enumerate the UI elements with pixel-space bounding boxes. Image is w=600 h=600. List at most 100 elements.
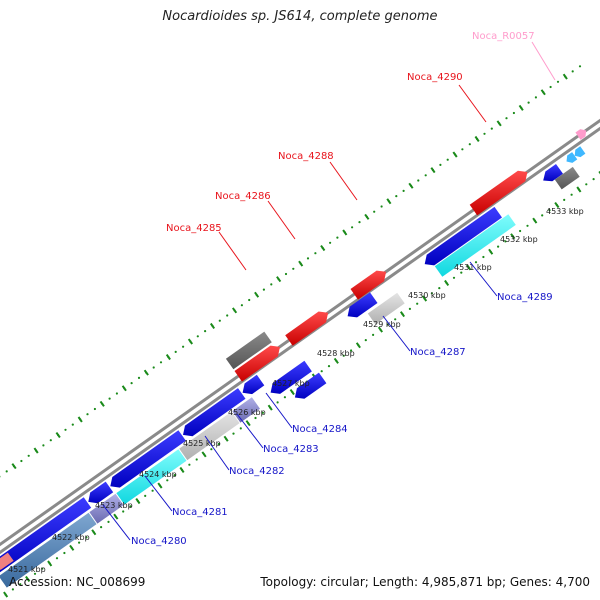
tick-label: 4526 kbp (228, 408, 266, 417)
leader-noca-4285 (218, 231, 247, 271)
gene-box[interactable] (116, 449, 187, 505)
gene-label-noca-4287[interactable]: Noca_4287 (410, 347, 466, 358)
ruler-tick (562, 73, 568, 80)
ruler-dot (217, 442, 220, 446)
ruler-dot (283, 396, 286, 399)
ruler-dot (276, 401, 279, 404)
tick-label: 4524 kbp (139, 470, 177, 479)
ruler-tick (223, 435, 229, 442)
gene-label-noca-4284[interactable]: Noca_4284 (292, 424, 348, 435)
ruler-tick (342, 229, 348, 236)
gene-box[interactable] (0, 552, 14, 570)
ruler-dot (284, 272, 288, 276)
tick-label: 4523 kbp (95, 501, 133, 510)
gene-arrow-reverse[interactable] (183, 388, 246, 437)
gene-box[interactable] (225, 331, 272, 370)
gene-arrow-reverse[interactable] (424, 206, 502, 266)
ruler-dot (78, 541, 81, 544)
ruler-dot (468, 143, 471, 146)
ruler-dot (402, 189, 405, 192)
ruler-dot (342, 354, 345, 357)
gene-arrow-reverse[interactable] (543, 164, 563, 182)
gene-label-noca-4288[interactable]: Noca_4288 (278, 151, 334, 162)
gene-label-noca-4283[interactable]: Noca_4283 (263, 444, 319, 455)
ruler-tick (99, 400, 105, 407)
tick-label: 4533 kbp (546, 207, 584, 216)
ruler-tick (55, 432, 61, 439)
ruler-tick (25, 575, 31, 582)
gene-label-noca-4289[interactable]: Noca_4289 (497, 292, 553, 303)
ruler-dot (108, 397, 111, 400)
ruler-dot (482, 255, 485, 259)
gene-arrow-reverse[interactable] (242, 374, 265, 395)
ruler-tick (201, 451, 207, 458)
gene-arrow-reverse[interactable] (294, 372, 327, 399)
ruler-dot (372, 333, 375, 336)
ruler-dot (100, 526, 103, 529)
ruler-dot (350, 349, 353, 352)
ruler-dot (505, 117, 508, 120)
ruler-dot (570, 193, 573, 196)
ruler-dot (20, 459, 23, 463)
leader-noca-r0057 (531, 41, 556, 81)
ruler-dot (446, 158, 449, 161)
ruler-tick (364, 213, 370, 220)
leader-noca-4287 (382, 315, 411, 352)
gene-label-noca-4281[interactable]: Noca_4281 (172, 507, 228, 518)
ruler-tick (289, 389, 295, 396)
rna-arrow[interactable] (574, 146, 586, 158)
gene-label-noca-4290[interactable]: Noca_4290 (407, 72, 463, 83)
ruler-dot (182, 345, 185, 348)
tick-label: 4527 kbp (272, 379, 310, 388)
gene-arrow-forward[interactable] (469, 170, 528, 216)
gene-label-noca-4280[interactable]: Noca_4280 (131, 536, 187, 547)
ruler-tick (488, 248, 494, 255)
gene-box[interactable] (367, 292, 405, 325)
ruler-tick (179, 466, 185, 473)
ruler-dot (270, 283, 273, 286)
ruler-tick (408, 182, 414, 189)
ruler-tick (267, 404, 273, 411)
gene-arrow-reverse[interactable] (270, 360, 312, 394)
ruler-tick (399, 311, 406, 318)
ruler-dot (483, 132, 486, 135)
ruler-dot (226, 314, 229, 317)
gene-arrow-reverse[interactable] (0, 497, 92, 573)
ruler-dot (578, 65, 582, 68)
gene-box[interactable] (89, 493, 124, 524)
ruler-dot (93, 407, 96, 411)
gene-box[interactable] (179, 411, 240, 461)
ruler-dot (438, 287, 441, 290)
gene-arrow-forward[interactable] (234, 345, 280, 382)
gene-arrow-forward[interactable] (285, 311, 329, 346)
gene-box[interactable] (554, 166, 580, 190)
ruler-dot (71, 423, 74, 426)
ruler-dot (548, 209, 551, 212)
leader-noca-4284 (265, 392, 293, 429)
ruler-dot (107, 520, 110, 524)
ruler-dot (129, 505, 132, 508)
ruler-tick (386, 198, 392, 205)
gene-arrow-reverse[interactable] (88, 481, 114, 504)
ruler-dot (86, 413, 89, 416)
gene-label-noca-r0057[interactable]: Noca_R0057 (472, 31, 535, 42)
ruler-tick (3, 591, 9, 598)
gene-box[interactable] (434, 214, 516, 277)
gene-arrow-reverse[interactable] (110, 430, 186, 488)
gene-label-noca-4285[interactable]: Noca_4285 (166, 223, 222, 234)
tick-label: 4528 kbp (317, 349, 355, 358)
gene-label-noca-4282[interactable]: Noca_4282 (229, 466, 285, 477)
ruler-dot (474, 261, 478, 264)
gene-arrow-forward[interactable] (350, 270, 387, 300)
gene-arrow-reverse[interactable] (347, 292, 378, 318)
ruler-dot (351, 226, 354, 229)
ruler-dot (130, 382, 133, 385)
ruler-tick (377, 326, 384, 333)
gene-box[interactable] (0, 512, 97, 588)
ruler-tick (474, 135, 480, 142)
rna-arrow[interactable] (575, 129, 587, 140)
gene-label-noca-4286[interactable]: Noca_4286 (215, 191, 271, 202)
rna-arrow[interactable] (566, 152, 578, 163)
ruler-dot (240, 304, 243, 307)
ruler-dot (254, 416, 257, 420)
